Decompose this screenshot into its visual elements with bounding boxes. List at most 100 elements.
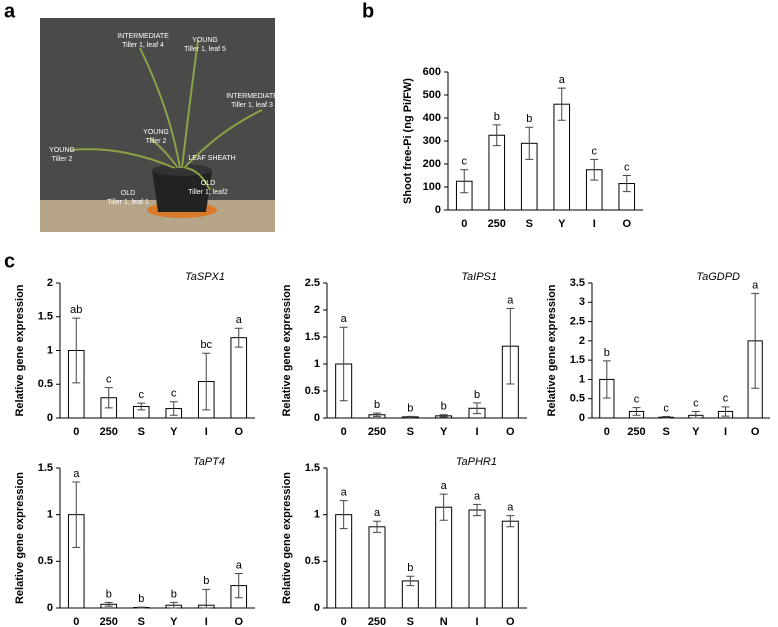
x-tick-label: O <box>506 426 515 438</box>
photo-label: Tiller 1, leaf 1 <box>107 199 149 206</box>
y-tick-label: 2.5 <box>305 277 320 289</box>
photo-label: Tiller 2 <box>52 156 73 163</box>
significance-letter: b <box>441 401 447 413</box>
chart-title: TaPHR1 <box>456 456 497 468</box>
x-tick-label: 250 <box>368 426 386 438</box>
significance-letter: a <box>559 74 566 86</box>
y-tick-label: 1 <box>47 509 53 521</box>
panel-label: c <box>4 250 15 272</box>
bar <box>501 520 519 609</box>
y-tick-label: 2 <box>314 304 320 316</box>
x-tick-label: 250 <box>627 426 645 438</box>
chart-title: TaGDPD <box>696 271 740 283</box>
bar <box>488 134 506 211</box>
significance-letter: a <box>507 294 514 306</box>
bar <box>468 509 486 609</box>
panel-label: a <box>4 0 16 22</box>
photo-label: OLD <box>121 190 135 197</box>
significance-letter: a <box>441 480 448 492</box>
error-bar <box>234 572 243 599</box>
x-tick-label: 0 <box>73 426 79 438</box>
y-tick-label: 100 <box>423 181 441 193</box>
error-bar <box>751 292 760 389</box>
x-tick-label: 250 <box>488 218 506 230</box>
error-bar <box>506 515 515 528</box>
x-tick-label: I <box>205 616 208 627</box>
bar <box>368 526 386 609</box>
error-bar <box>373 412 381 417</box>
y-tick-label: 0 <box>579 412 585 424</box>
chart-title: TaPT4 <box>193 456 225 468</box>
y-tick-label: 1 <box>314 509 320 521</box>
x-tick-label: I <box>475 616 478 627</box>
photo-label: LEAF SHEATH <box>188 155 235 162</box>
x-tick-label: I <box>475 426 478 438</box>
significance-letter: a <box>507 502 514 514</box>
significance-letter: bc <box>200 339 212 351</box>
x-tick-label: Y <box>170 426 178 438</box>
error-bar <box>439 414 448 418</box>
x-tick-label: N <box>440 616 448 627</box>
y-axis-label: Shoot free-Pi (ng Pi/FW) <box>402 78 414 204</box>
x-tick-label: O <box>234 426 243 438</box>
y-tick-label: 3 <box>579 296 585 308</box>
photo-label: Tiller 1, leaf 4 <box>122 42 164 49</box>
significance-letter: a <box>374 507 381 519</box>
error-bar <box>339 500 348 530</box>
y-tick-label: 1 <box>47 344 53 356</box>
y-tick-label: 2 <box>47 277 53 289</box>
x-tick-label: I <box>593 218 596 230</box>
x-tick-label: Y <box>692 426 700 438</box>
x-tick-label: O <box>622 218 631 230</box>
y-tick-label: 1.5 <box>305 331 320 343</box>
significance-letter: c <box>592 145 598 157</box>
significance-letter: b <box>138 593 144 605</box>
error-bar <box>406 415 415 418</box>
x-tick-label: 250 <box>100 616 118 627</box>
error-bar <box>460 169 469 194</box>
error-bar <box>602 360 611 399</box>
x-tick-label: S <box>407 616 414 627</box>
y-tick-label: 2 <box>579 335 585 347</box>
significance-letter: c <box>171 388 177 400</box>
significance-letter: a <box>236 314 243 326</box>
chart-title: TaSPX1 <box>185 271 225 283</box>
error-bar <box>137 606 146 609</box>
y-tick-label: 0 <box>314 412 320 424</box>
significance-letter: b <box>526 113 532 125</box>
error-bar <box>691 410 700 419</box>
y-axis-label: Relative gene expression <box>281 284 293 416</box>
significance-letter: a <box>236 559 243 571</box>
x-tick-label: S <box>138 426 145 438</box>
error-bar <box>473 503 481 517</box>
y-tick-label: 0.5 <box>38 555 53 567</box>
y-tick-label: 0 <box>47 602 53 614</box>
error-bar <box>373 520 381 533</box>
x-tick-label: S <box>407 426 414 438</box>
error-bar <box>632 407 641 416</box>
significance-letter: ab <box>70 304 82 316</box>
photo-label: Tiller 1, leaf2 <box>188 189 228 196</box>
photo-label: OLD <box>201 180 215 187</box>
photo-label: Tiller 1, leaf 3 <box>231 102 273 109</box>
significance-letter: b <box>106 588 112 600</box>
error-bar <box>622 175 631 193</box>
significance-letter: b <box>171 588 177 600</box>
y-tick-label: 600 <box>423 66 441 78</box>
photo-label: YOUNG <box>143 129 169 136</box>
x-tick-label: 0 <box>341 426 347 438</box>
y-tick-label: 0.5 <box>305 385 320 397</box>
y-tick-label: 0 <box>435 204 441 216</box>
photo-label: Tiller 2 <box>146 138 167 145</box>
significance-letter: a <box>341 313 348 325</box>
y-tick-label: 0.5 <box>38 378 53 390</box>
y-axis-label: Relative gene expression <box>281 472 293 604</box>
significance-letter: b <box>374 399 380 411</box>
photo-label: Tiller 1, leaf 5 <box>184 46 226 53</box>
x-tick-label: O <box>234 616 243 627</box>
significance-letter: b <box>604 347 610 359</box>
significance-letter: c <box>723 393 729 405</box>
significance-letter: c <box>624 161 630 173</box>
x-tick-label: Y <box>558 218 566 230</box>
